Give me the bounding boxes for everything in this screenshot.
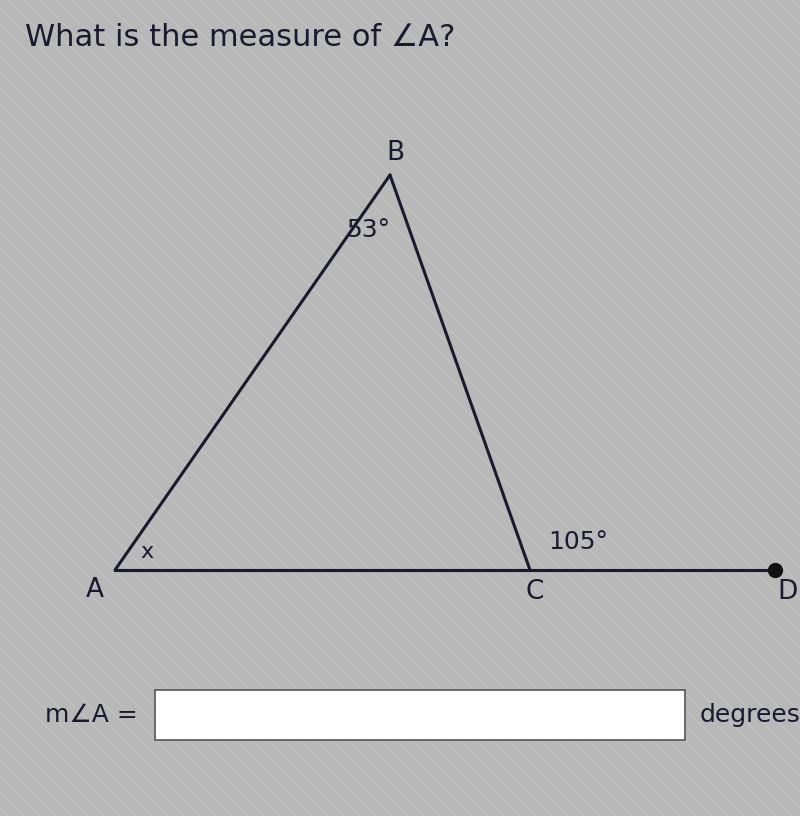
Text: C: C xyxy=(526,579,544,605)
Text: A: A xyxy=(86,577,104,603)
Text: degrees: degrees xyxy=(700,703,800,727)
Text: B: B xyxy=(386,140,404,166)
Text: 105°: 105° xyxy=(548,530,608,554)
Point xyxy=(769,564,782,577)
Bar xyxy=(155,690,685,740)
Text: What is the measure of ∠A?: What is the measure of ∠A? xyxy=(25,24,455,52)
Text: D: D xyxy=(777,579,797,605)
Text: x: x xyxy=(141,542,154,562)
Text: 53°: 53° xyxy=(346,218,390,242)
Text: m∠A =: m∠A = xyxy=(45,703,138,727)
